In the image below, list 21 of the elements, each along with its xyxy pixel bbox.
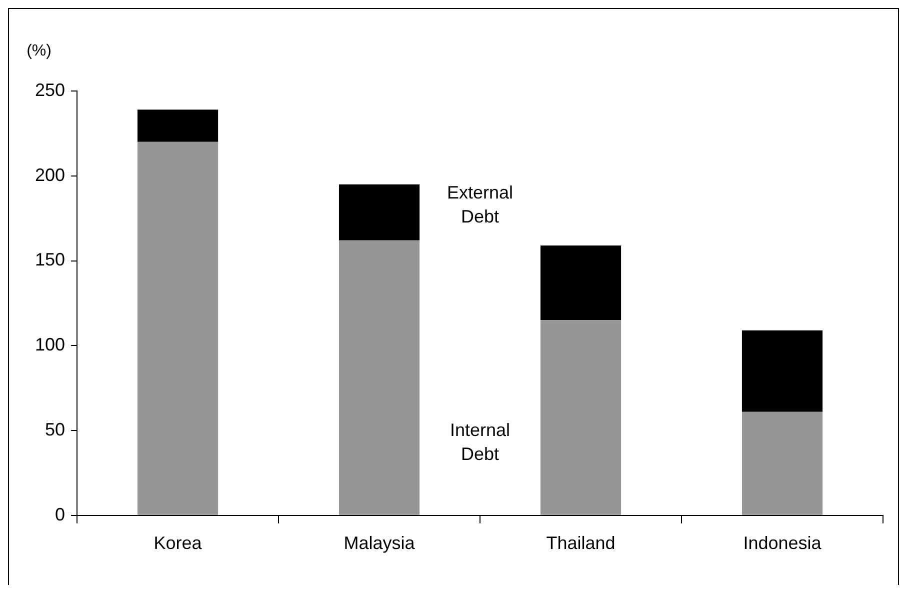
y-axis-title: (%) (26, 42, 52, 60)
bar (137, 142, 218, 515)
bar (742, 412, 823, 515)
bar (338, 184, 420, 240)
y-tick-label: 100 (34, 334, 66, 355)
series-label: Internal Debt (450, 420, 510, 464)
bar (338, 240, 420, 515)
y-tick-label: 0 (55, 504, 66, 524)
x-tick-label: Korea (154, 533, 203, 554)
x-tick-label: Malaysia (344, 533, 416, 554)
x-tick-label: Thailand (546, 533, 616, 554)
y-tick-label: 250 (34, 80, 66, 100)
bar (540, 320, 622, 515)
series-label: External Debt (446, 182, 514, 226)
y-tick-label: 200 (34, 164, 66, 185)
bar (540, 245, 622, 320)
y-tick-label: 50 (45, 419, 66, 440)
y-tick-label: 150 (34, 250, 66, 270)
bar (742, 330, 823, 412)
bar (137, 110, 218, 142)
x-tick-label: Indonesia (743, 533, 822, 554)
